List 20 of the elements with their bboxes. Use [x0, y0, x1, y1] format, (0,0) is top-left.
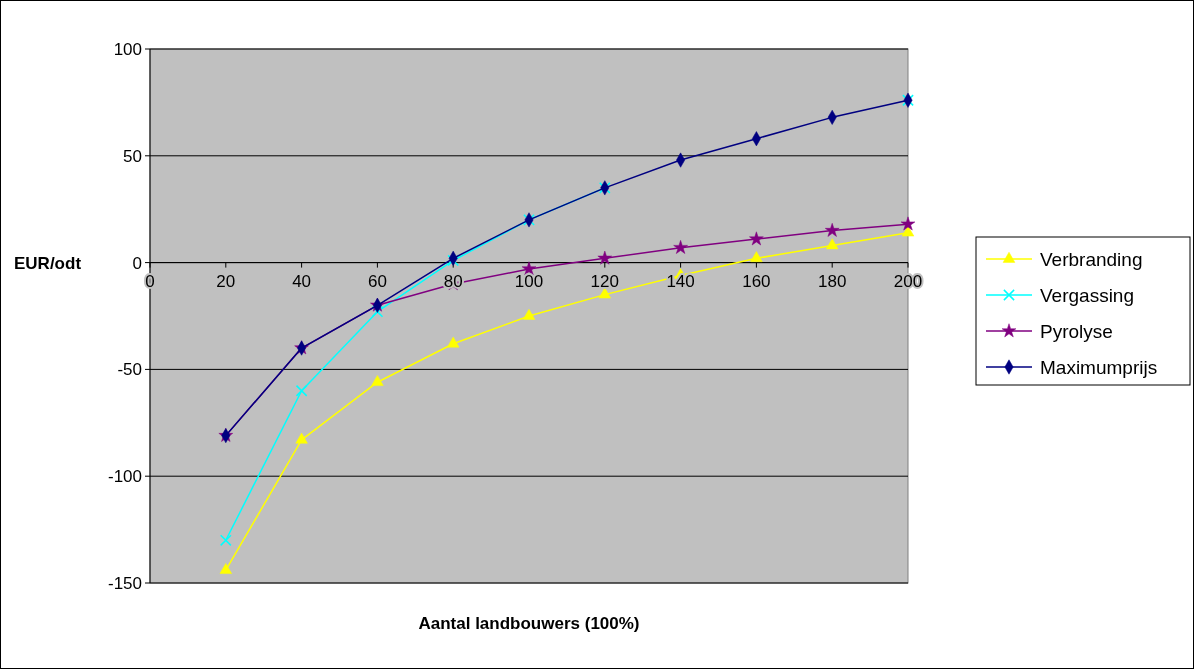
- y-tick-label: -100: [107, 467, 142, 487]
- x-tick-label: 60: [367, 271, 387, 291]
- x-tick-label: 120: [590, 271, 619, 291]
- x-tick-label: 40: [292, 271, 312, 291]
- x-tick-label: 160: [742, 271, 771, 291]
- x-tick-label: 100: [514, 271, 544, 291]
- y-axis-title: EUR/odt: [14, 253, 82, 273]
- legend-label: Pyrolyse: [1040, 320, 1113, 342]
- y-tick-label: 50: [123, 146, 142, 166]
- y-tick-label: 0: [132, 253, 142, 273]
- x-axis-title: Aantal landbouwers (100%): [418, 614, 640, 633]
- legend-label: Maximumprijs: [1040, 356, 1158, 378]
- y-tick-label: -150: [107, 573, 142, 593]
- y-tick-label: 100: [113, 39, 142, 59]
- y-tick-label: -50: [117, 360, 142, 380]
- legend-label: Verbranding: [1040, 248, 1143, 270]
- legend-label: Vergassing: [1040, 284, 1135, 306]
- x-tick-label: 180: [818, 271, 847, 291]
- x-tick-label: 20: [216, 271, 236, 291]
- x-tick-label: 200: [893, 271, 923, 291]
